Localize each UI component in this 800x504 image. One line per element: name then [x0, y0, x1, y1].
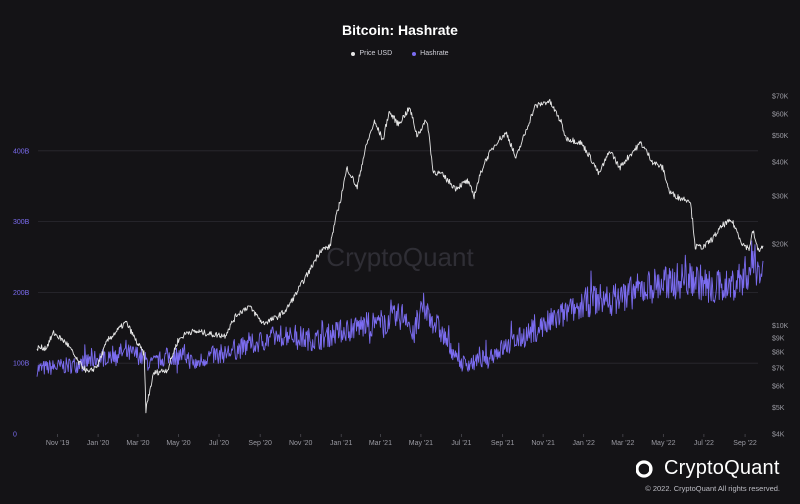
watermark-text: CryptoQuant [326, 242, 474, 272]
x-axis-tick-label: Jan '20 [87, 440, 109, 447]
x-axis-tick-label: Sep '22 [733, 440, 757, 447]
left-axis-tick-label: 0 [13, 432, 17, 439]
left-axis: 0 100B 200B 300B 400B [13, 148, 30, 438]
right-axis-tick-label: $60K [772, 111, 789, 118]
x-axis-tick-label: Mar '20 [126, 440, 149, 447]
x-axis-tick-label: Sep '20 [248, 440, 272, 447]
series-price-line [36, 98, 764, 414]
x-axis-tick-label: May '20 [166, 440, 190, 447]
x-axis-tick-label: Jul '22 [694, 440, 714, 447]
legend-item-hashrate[interactable]: Hashrate [412, 50, 449, 57]
legend-label-price: Price USD [359, 50, 393, 57]
x-axis-tick-label: Mar '21 [369, 440, 392, 447]
right-axis-tick-label: $20K [772, 241, 789, 248]
series-layer [36, 98, 764, 414]
right-axis-tick-label: $40K [772, 159, 789, 166]
right-axis-tick-label: $10K [772, 323, 789, 330]
legend-dot-price [351, 51, 356, 56]
brand-name: CryptoQuant [664, 457, 780, 479]
left-axis-tick-label: 200B [13, 290, 30, 297]
right-axis-tick-label: $4K [772, 432, 785, 439]
right-axis-tick-label: $9K [772, 336, 785, 343]
legend-item-price[interactable]: Price USD [351, 50, 392, 57]
brand-logo: CryptoQuant [636, 457, 780, 480]
copyright-text: © 2022. CryptoQuant All rights reserved. [645, 484, 780, 493]
right-axis-tick-label: $50K [772, 133, 789, 140]
left-axis-tick-label: 100B [13, 361, 30, 368]
x-axis: Nov '19 Jan '20 Mar '20 May '20 Jul '20 Sep '… [46, 434, 757, 447]
right-axis-tick-label: $6K [772, 384, 785, 391]
x-axis-tick-label: Jul '21 [451, 440, 471, 447]
x-axis-tick-label: Nov '19 [46, 440, 70, 447]
chart-title: Bitcoin: Hashrate [342, 22, 458, 38]
cryptoquant-logo-icon [636, 459, 653, 478]
legend-label-hashrate: Hashrate [420, 50, 449, 57]
chart-legend: Price USD Hashrate [0, 50, 800, 57]
x-axis-tick-label: Jan '21 [330, 440, 352, 447]
left-axis-tick-label: 400B [13, 148, 30, 155]
right-axis: $70K $60K $50K $40K $30K $20K $10K $9K $8K $7K $6K… [772, 93, 789, 438]
series-hashrate-line [36, 240, 764, 377]
x-axis-tick-label: May '22 [651, 440, 675, 447]
x-axis-tick-label: Jan '22 [572, 440, 594, 447]
x-axis-tick-label: Nov '21 [531, 440, 555, 447]
x-axis-tick-label: May '21 [409, 440, 433, 447]
right-axis-tick-label: $8K [772, 350, 785, 357]
x-axis-tick-label: Nov '20 [289, 440, 313, 447]
right-axis-tick-label: $30K [772, 193, 789, 200]
left-axis-tick-label: 300B [13, 219, 30, 226]
legend-dot-hashrate [412, 51, 417, 56]
right-axis-tick-label: $7K [772, 365, 785, 372]
right-axis-tick-label: $70K [772, 93, 789, 100]
x-axis-tick-label: Jul '20 [209, 440, 229, 447]
x-axis-tick-label: Mar '22 [611, 440, 634, 447]
right-axis-tick-label: $5K [772, 405, 785, 412]
x-axis-tick-label: Sep '21 [491, 440, 515, 447]
